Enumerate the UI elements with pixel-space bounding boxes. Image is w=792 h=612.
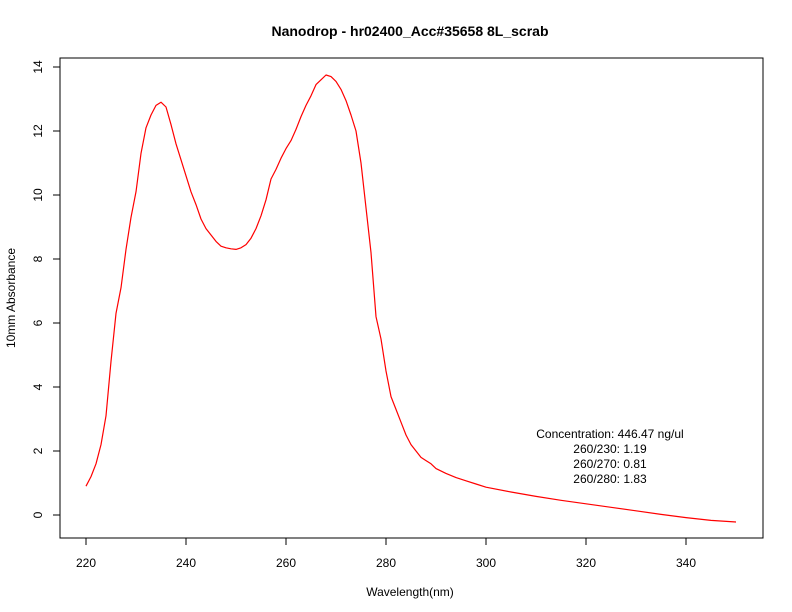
x-tick-label: 240: [176, 556, 196, 570]
chart-title: Nanodrop - hr02400_Acc#35658 8L_scrab: [271, 23, 548, 39]
series-layer: [85, 74, 737, 523]
y-tick-label: 2: [31, 447, 45, 454]
y-axis-label: 10mm Absorbance: [4, 248, 18, 348]
x-axis: 220 240 260 280 300 320 340: [76, 537, 696, 570]
x-tick-label: 320: [576, 556, 596, 570]
y-tick-label: 14: [31, 60, 45, 74]
y-tick-label: 8: [31, 255, 45, 262]
y-tick-label: 12: [31, 124, 45, 138]
x-tick-label: 280: [376, 556, 396, 570]
y-axis: 0 2 4 6 8 10 12 14: [31, 60, 61, 518]
y-tick-label: 4: [31, 383, 45, 390]
x-tick-label: 340: [676, 556, 696, 570]
x-tick-label: 260: [276, 556, 296, 570]
annotation-ratio-260-280: 260/280: 1.83: [573, 472, 647, 486]
y-tick-label: 6: [31, 319, 45, 326]
x-tick-label: 220: [76, 556, 96, 570]
x-tick-label: 300: [476, 556, 496, 570]
plot-frame: [59, 57, 764, 539]
x-axis-label: Wavelength(nm): [366, 585, 454, 599]
annotation-concentration: Concentration: 446.47 ng/ul: [536, 427, 683, 441]
annotation: Concentration: 446.47 ng/ul 260/230: 1.1…: [536, 427, 683, 486]
series-line-0: [85, 74, 737, 523]
annotation-ratio-260-270: 260/270: 0.81: [573, 457, 647, 471]
y-tick-label: 0: [31, 511, 45, 518]
annotation-ratio-260-230: 260/230: 1.19: [573, 442, 647, 456]
y-tick-label: 10: [31, 188, 45, 202]
